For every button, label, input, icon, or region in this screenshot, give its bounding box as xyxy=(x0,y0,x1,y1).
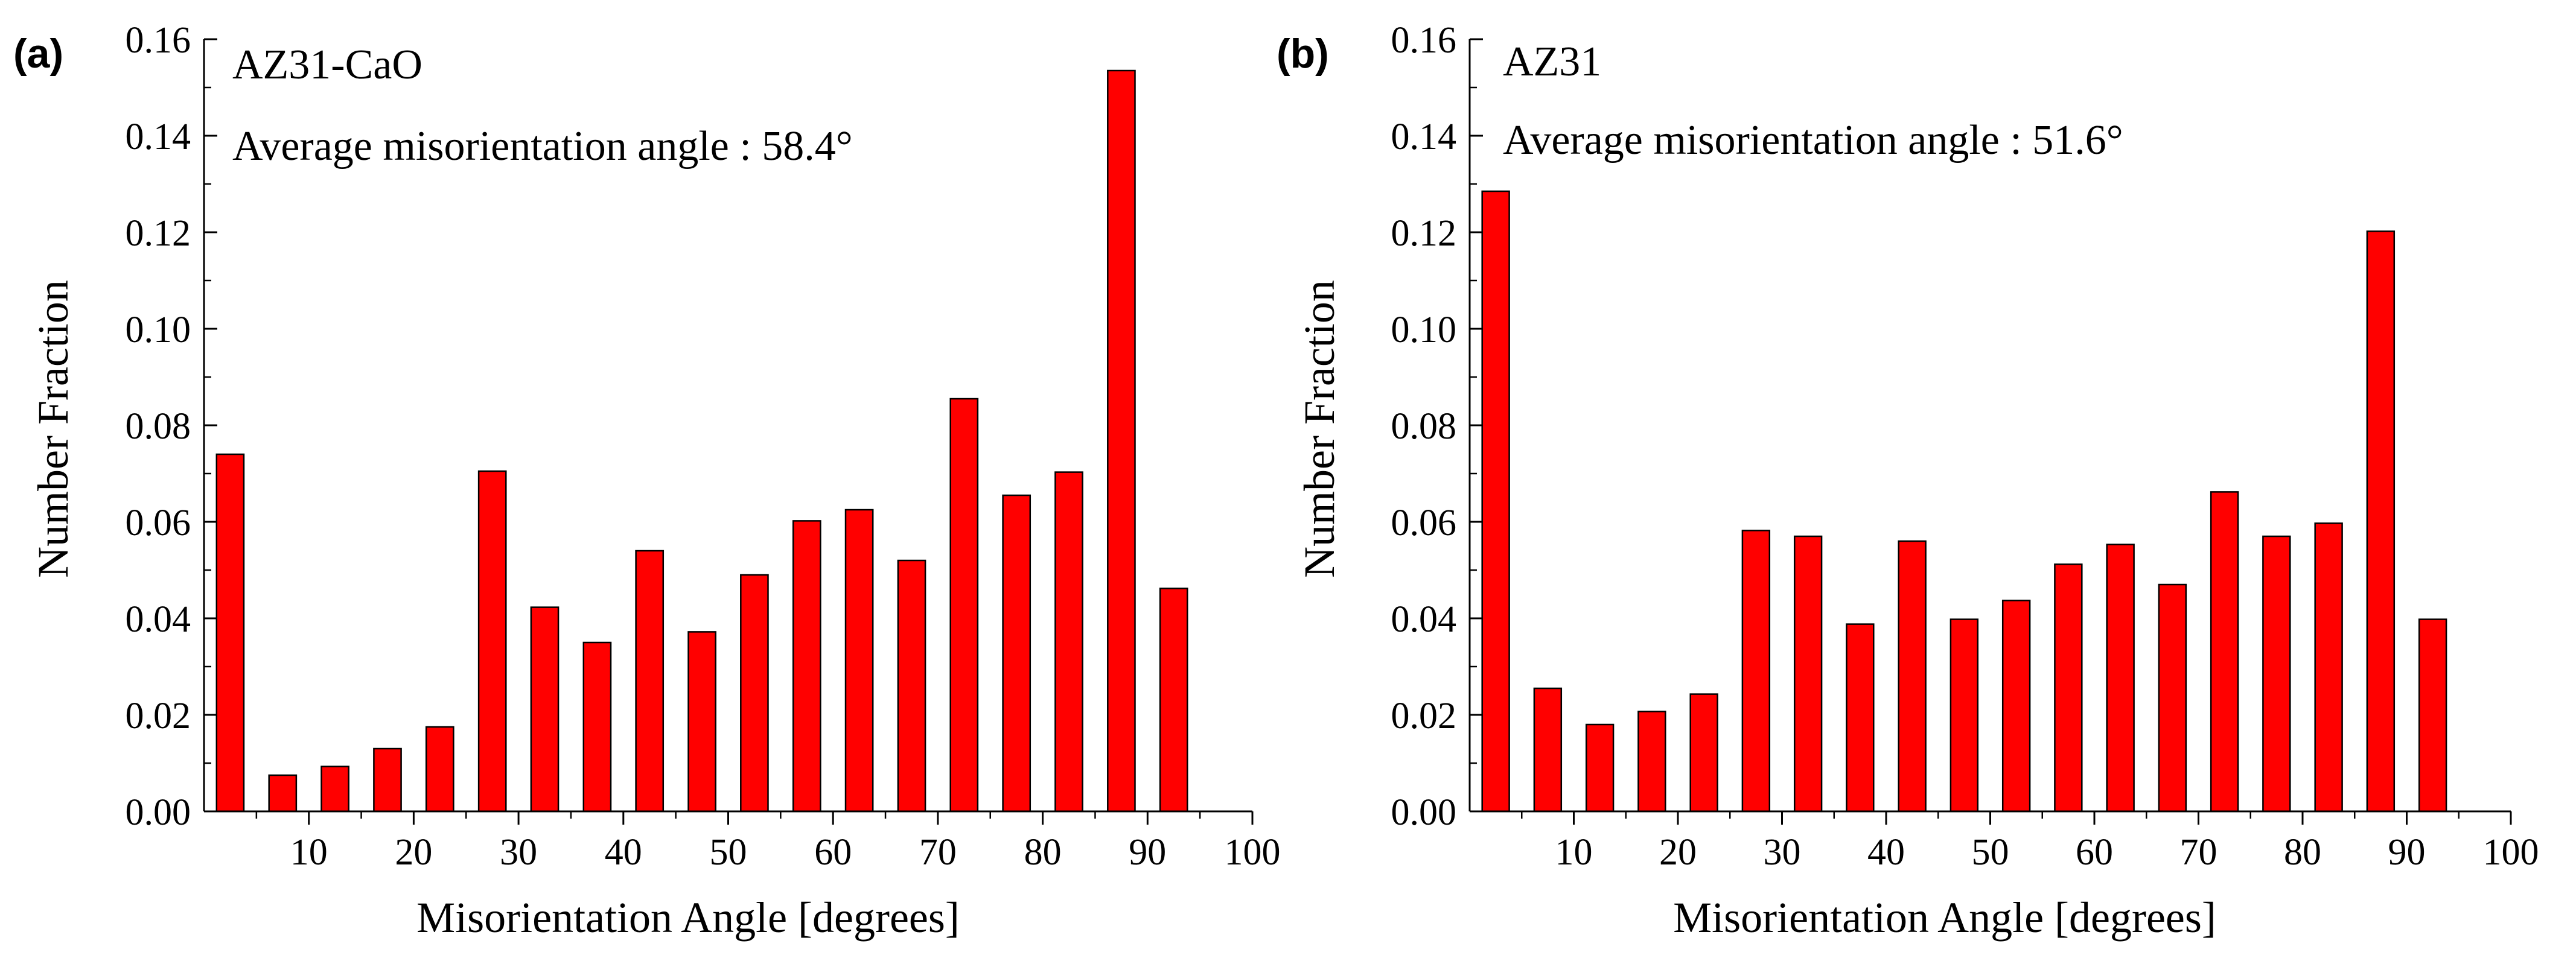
panel-b-bar xyxy=(1898,540,1927,813)
panel-a: (a) AZ31-CaO Average misorientation angl… xyxy=(13,20,1281,942)
panel-b-bar xyxy=(2262,535,2291,813)
panel-b-bar xyxy=(1689,693,1718,813)
panel-a-y-tick-label: 0.04 xyxy=(126,599,191,640)
panel-b-y-tick-label: 0.02 xyxy=(1391,696,1457,737)
panel-a-y-tick-label: 0.16 xyxy=(126,20,191,61)
panel-a-bar xyxy=(1107,69,1136,813)
panel-a-plot-area: 0.00 0.02 0.04 0.06 0.08 0.10 0.12 0.14 0.16 10 20… xyxy=(126,20,1281,873)
panel-b-bar xyxy=(2366,230,2396,813)
panel-a-bar xyxy=(268,774,298,813)
panel-a-y-tick-label: 0.02 xyxy=(126,696,191,737)
panel-a-y-tick-label: 0.12 xyxy=(126,213,191,254)
panel-b-bar xyxy=(2106,544,2135,813)
panel-a-bar xyxy=(792,520,821,813)
panel-b-bar xyxy=(1950,618,1979,813)
panel-a-bar xyxy=(740,574,769,813)
panel-a-x-axis-title: Misorientation Angle [degrees] xyxy=(416,893,960,942)
panel-a-y-tick-label: 0.00 xyxy=(126,792,191,833)
panel-a-x-tick-label: 90 xyxy=(1129,832,1166,873)
panel-a-bar xyxy=(1159,588,1188,813)
panel-b-y-tick-label: 0.16 xyxy=(1391,20,1457,61)
panel-b-label: (b) xyxy=(1277,31,1329,77)
panel-a-label: (a) xyxy=(13,31,63,77)
panel-b-y-axis-title: Number Fraction xyxy=(1295,280,1344,578)
panel-a-x-tick-label: 80 xyxy=(1024,832,1062,873)
panel-a-x-tick-label: 60 xyxy=(814,832,852,873)
panel-b-x-tick-label: 80 xyxy=(2284,832,2321,873)
panel-b-x-tick-label: 20 xyxy=(1659,832,1697,873)
panel-b-x-tick-label: 90 xyxy=(2388,832,2426,873)
panel-a-bar xyxy=(215,453,245,813)
panel-b-bar xyxy=(1741,530,1771,813)
panel-b-x-tick-label: 30 xyxy=(1764,832,1801,873)
panel-a-bar xyxy=(1054,471,1083,813)
panel-a-bar xyxy=(844,509,874,813)
panel-a-bar xyxy=(425,726,454,813)
panel-b-plot-area: 0.00 0.02 0.04 0.06 0.08 0.10 0.12 0.14 0.16 10 20… xyxy=(1391,20,2539,873)
panel-b-bar xyxy=(2418,618,2447,813)
panel-b-bar xyxy=(1533,687,1563,813)
panel-b-bar xyxy=(2001,600,2031,813)
panel-a-bar xyxy=(1002,494,1031,813)
panel-b-bar xyxy=(2210,491,2239,813)
panel-a-bar xyxy=(687,631,716,813)
panel-b-title: AZ31 xyxy=(1503,39,1601,85)
panel-b-x-tick-label: 60 xyxy=(2076,832,2113,873)
panel-b-y-tick-label: 0.08 xyxy=(1391,406,1457,447)
panel-b-x-tick-label: 70 xyxy=(2180,832,2217,873)
panel-b-bar xyxy=(1481,190,1510,813)
panel-a-x-tick-label: 20 xyxy=(395,832,432,873)
panel-b-x-tick-label: 10 xyxy=(1555,832,1593,873)
panel-a-x-tick-label: 40 xyxy=(605,832,642,873)
panel-a-x-tick-label: 50 xyxy=(710,832,747,873)
panel-b-x-tick-label: 50 xyxy=(1972,832,2009,873)
panel-a-bar xyxy=(530,606,560,813)
panel-a-title: AZ31-CaO xyxy=(232,42,422,88)
panel-a-bar xyxy=(320,766,349,813)
panel-b-y-tick-label: 0.12 xyxy=(1391,213,1457,254)
panel-b-bar xyxy=(1846,623,1875,813)
panel-b-x-tick-label: 40 xyxy=(1867,832,1905,873)
panel-a-y-tick-label: 0.14 xyxy=(126,116,191,157)
panel-b-bar xyxy=(2054,563,2083,813)
panel-b-x-axis-title: Misorientation Angle [degrees] xyxy=(1673,893,2216,942)
panel-b-bar xyxy=(2158,583,2187,813)
panel-b: (b) AZ31 Average misorientation angle : … xyxy=(1277,20,2539,942)
panel-b-bar xyxy=(2314,522,2343,813)
panel-a-bar xyxy=(477,470,507,813)
panel-a-y-tick-label: 0.06 xyxy=(126,503,191,544)
panel-b-average-note: Average misorientation angle : 51.6° xyxy=(1503,117,2123,163)
panel-a-x-tick-label: 30 xyxy=(500,832,537,873)
panel-b-y-tick-label: 0.14 xyxy=(1391,116,1457,157)
panel-a-bar xyxy=(582,641,612,813)
panel-a-x-tick-label: 70 xyxy=(919,832,957,873)
panel-a-x-tick-label: 100 xyxy=(1225,832,1281,873)
panel-b-y-tick-label: 0.10 xyxy=(1391,309,1457,350)
panel-a-average-note: Average misorientation angle : 58.4° xyxy=(232,123,853,170)
panel-a-bar xyxy=(949,398,979,813)
panel-a-y-tick-label: 0.10 xyxy=(126,309,191,350)
panel-b-bar xyxy=(1637,711,1666,813)
panel-a-bar xyxy=(635,550,665,813)
panel-b-x-tick-label: 100 xyxy=(2483,832,2539,873)
panel-b-y-tick-label: 0.04 xyxy=(1391,599,1457,640)
panel-a-y-axis-title: Number Fraction xyxy=(29,280,77,578)
panel-a-y-tick-label: 0.08 xyxy=(126,406,191,447)
panel-b-y-tick-label: 0.06 xyxy=(1391,503,1457,544)
panel-b-bar xyxy=(1585,723,1615,813)
panel-a-bar xyxy=(373,747,402,813)
panel-b-y-tick-label: 0.00 xyxy=(1391,792,1457,833)
panel-a-x-tick-label: 10 xyxy=(290,832,328,873)
panel-a-bar xyxy=(897,559,926,813)
panel-b-bar xyxy=(1793,535,1823,813)
